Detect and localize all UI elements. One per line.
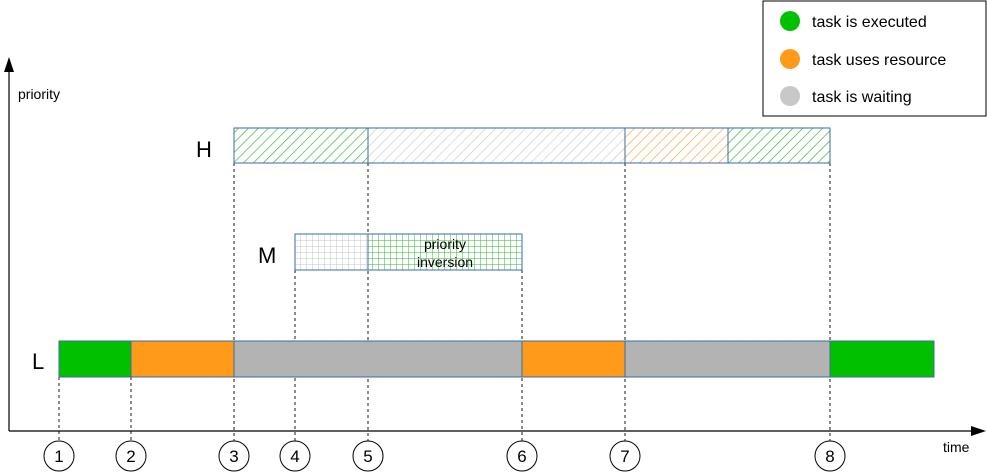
task-h-outline — [233, 127, 831, 164]
task-h-label: H — [196, 137, 212, 162]
time-markers: 1 2 3 4 5 6 7 8 — [43, 440, 846, 472]
task-l-resource-segment — [131, 341, 234, 377]
task-h-row: H — [196, 127, 831, 164]
task-h-executed-segment-2 — [728, 128, 830, 163]
priority-inversion-annotation-line2: inversion — [417, 254, 473, 270]
time-marker-4: 4 — [279, 440, 311, 472]
task-l-executed-segment — [59, 341, 131, 377]
time-marker-7: 7 — [609, 440, 641, 472]
legend-box — [762, 0, 987, 117]
time-marker-7-label: 7 — [620, 447, 629, 466]
task-l-waiting-segment — [234, 341, 522, 377]
task-l-executed-segment-2 — [830, 341, 934, 377]
axes: priority time — [4, 57, 986, 455]
task-m-waiting-segment — [295, 234, 368, 270]
task-m-outline — [294, 233, 523, 271]
task-m-label: M — [258, 243, 276, 268]
task-h-waiting-segment — [368, 128, 625, 163]
y-axis-arrow-icon — [4, 57, 14, 72]
time-marker-8: 8 — [814, 440, 846, 472]
legend-resource-swatch-icon — [780, 49, 800, 69]
legend-resource-label: task uses resource — [812, 52, 946, 69]
time-marker-2: 2 — [115, 440, 147, 472]
time-marker-3-label: 3 — [229, 447, 238, 466]
priority-inversion-annotation-line1: priority — [424, 236, 466, 252]
task-l-outline — [58, 340, 935, 378]
task-h-executed-segment — [234, 128, 368, 163]
task-m-row: M priority inversion — [258, 233, 523, 271]
y-axis-label: priority — [18, 86, 60, 102]
legend-waiting-swatch-icon — [780, 86, 800, 106]
time-marker-2-label: 2 — [126, 447, 135, 466]
time-marker-1-label: 1 — [54, 447, 63, 466]
time-marker-1: 1 — [43, 440, 75, 472]
legend: task is executed task uses resource task… — [762, 0, 987, 117]
legend-waiting-label: task is waiting — [812, 89, 912, 106]
time-marker-5-label: 5 — [363, 447, 372, 466]
task-h-resource-segment — [625, 128, 728, 163]
task-l-resource-segment-2 — [522, 341, 625, 377]
task-l-row: L — [32, 340, 935, 378]
task-l-waiting-segment-2 — [625, 341, 830, 377]
legend-executed-label: task is executed — [812, 14, 927, 31]
x-axis-label: time — [943, 439, 970, 455]
time-marker-lines — [58, 163, 831, 442]
time-marker-4-label: 4 — [290, 447, 299, 466]
time-marker-3: 3 — [218, 440, 250, 472]
legend-executed-swatch-icon — [780, 11, 800, 31]
task-m-executed-segment — [368, 234, 522, 270]
time-marker-6: 6 — [506, 440, 538, 472]
time-marker-8-label: 8 — [825, 447, 834, 466]
time-marker-6-label: 6 — [517, 447, 526, 466]
time-marker-5: 5 — [352, 440, 384, 472]
task-l-label: L — [32, 349, 44, 374]
x-axis-arrow-icon — [971, 426, 986, 436]
